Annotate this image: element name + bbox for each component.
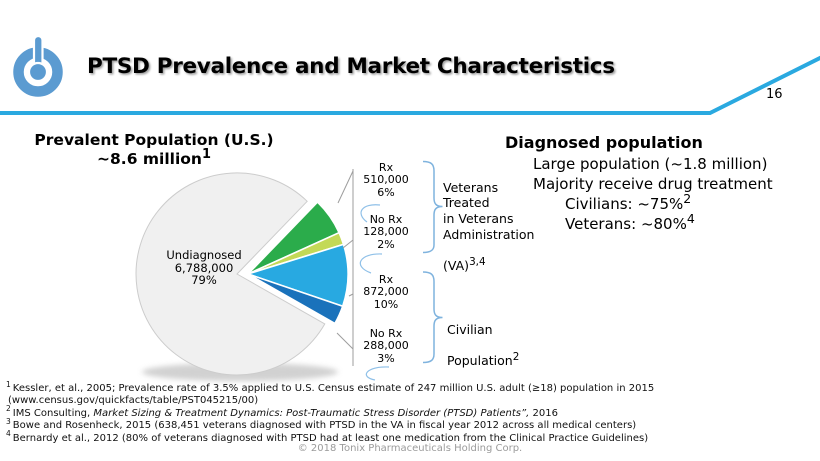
footnote-1-cont: (www.census.gov/quickfacts/table/PST0452… [8,395,259,407]
civilian-group-label: Civilian Population2 [447,321,520,369]
pie-label-no-rx-va: No Rx 128,000 2% [363,213,409,251]
footnote-ref: 1 [201,146,211,162]
diagnosed-item: Civilians: ~75%2 [565,191,692,213]
veterans-group-label: Veterans Treated in Veterans Administrat… [443,179,535,274]
veterans-group-brace [422,160,443,254]
diagnosed-item: Veterans: ~80%4 [565,211,695,233]
prevalent-heading-line1: Prevalent Population (U.S.) [34,131,274,149]
footnote-ref: 4 [686,211,695,226]
footnote-2: 2 IMS Consulting, Market Sizing & Treatme… [6,404,558,419]
page-title: PTSD Prevalence and Market Characteristi… [87,54,615,79]
pie-shadow [142,363,338,381]
footnote-ref: 2 [683,191,692,206]
page-number: 16 [766,87,783,102]
pie-label-rx-va: Rx 510,000 6% [363,161,409,199]
pie-slice-rx-civilian- [245,243,349,308]
pie-label-undiagnosed: Undiagnosed 6,788,000 79% [166,248,242,288]
pie-leader-lines [336,169,354,366]
footnote-1: 1 Kessler, et al., 2005; Prevalence rate … [6,379,655,394]
copyright-notice: © 2018 Tonix Pharmaceuticals Holding Cor… [297,443,523,454]
footnote-3: 3 Bowe and Rosenheck, 2015 (638,451 veter… [6,416,637,432]
diagnosed-item: Majority receive drug treatment [533,175,773,193]
pie-slice-no-rx-civilian- [247,273,344,325]
footnote-ref: 3,4 [469,256,486,269]
footnote-ref: 2 [512,350,520,363]
pie-label-rx-civilian: Rx 872,000 10% [363,273,409,311]
prevalent-heading-line2: ~8.6 million1 [97,146,211,168]
footnotes: 1 Kessler, et al., 2005; Prevalence rate … [6,379,814,445]
footnote-4: 4 Bernardy et al., 2012 (80% of veterans … [6,429,649,444]
power-button-logo-icon [13,35,63,97]
civilian-group-brace [422,271,443,364]
prevalent-population-heading: Prevalent Population (U.S.) ~8.6 million… [18,131,290,169]
diagnosed-population-block: Diagnosed population Large population (~… [505,133,773,234]
pie-label-no-rx-civilian: No Rx 288,000 3% [363,327,409,365]
pie-slice-no-rx-veterans-va- [247,231,345,275]
diagnosed-item: Large population (~1.8 million) [533,155,768,173]
diagnosed-heading: Diagnosed population [505,133,703,152]
